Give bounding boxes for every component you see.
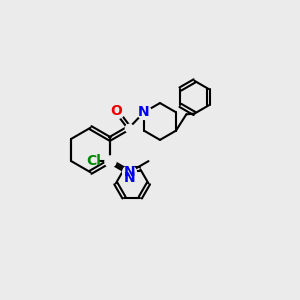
Text: N: N bbox=[123, 165, 135, 179]
Text: O: O bbox=[111, 104, 123, 118]
Text: N: N bbox=[138, 105, 150, 119]
Text: Cl: Cl bbox=[86, 154, 101, 168]
Text: N: N bbox=[123, 171, 135, 184]
